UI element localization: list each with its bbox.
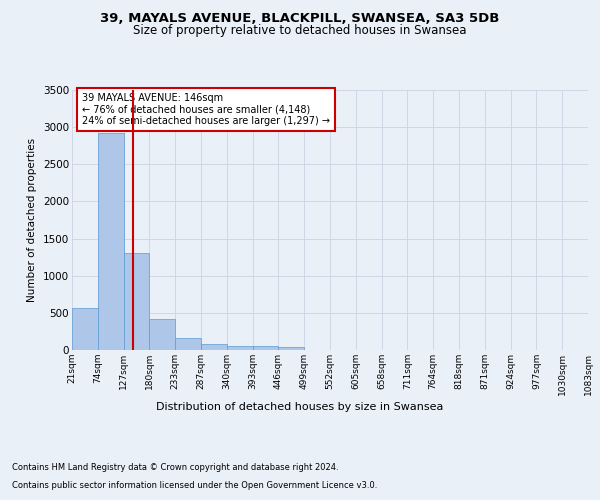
Bar — [175, 338, 201, 350]
Bar — [201, 344, 227, 350]
Bar — [72, 308, 98, 350]
Text: Contains public sector information licensed under the Open Government Licence v3: Contains public sector information licen… — [12, 481, 377, 490]
Text: 39, MAYALS AVENUE, BLACKPILL, SWANSEA, SA3 5DB: 39, MAYALS AVENUE, BLACKPILL, SWANSEA, S… — [100, 12, 500, 26]
Y-axis label: Number of detached properties: Number of detached properties — [28, 138, 37, 302]
Text: Contains HM Land Registry data © Crown copyright and database right 2024.: Contains HM Land Registry data © Crown c… — [12, 464, 338, 472]
Bar — [124, 252, 149, 350]
Text: 39 MAYALS AVENUE: 146sqm
← 76% of detached houses are smaller (4,148)
24% of sem: 39 MAYALS AVENUE: 146sqm ← 76% of detach… — [82, 92, 331, 126]
Bar — [227, 346, 253, 350]
Bar — [98, 133, 124, 350]
Text: Size of property relative to detached houses in Swansea: Size of property relative to detached ho… — [133, 24, 467, 37]
Bar — [253, 346, 278, 350]
Text: Distribution of detached houses by size in Swansea: Distribution of detached houses by size … — [157, 402, 443, 412]
Bar — [149, 319, 175, 350]
Bar — [278, 346, 304, 350]
